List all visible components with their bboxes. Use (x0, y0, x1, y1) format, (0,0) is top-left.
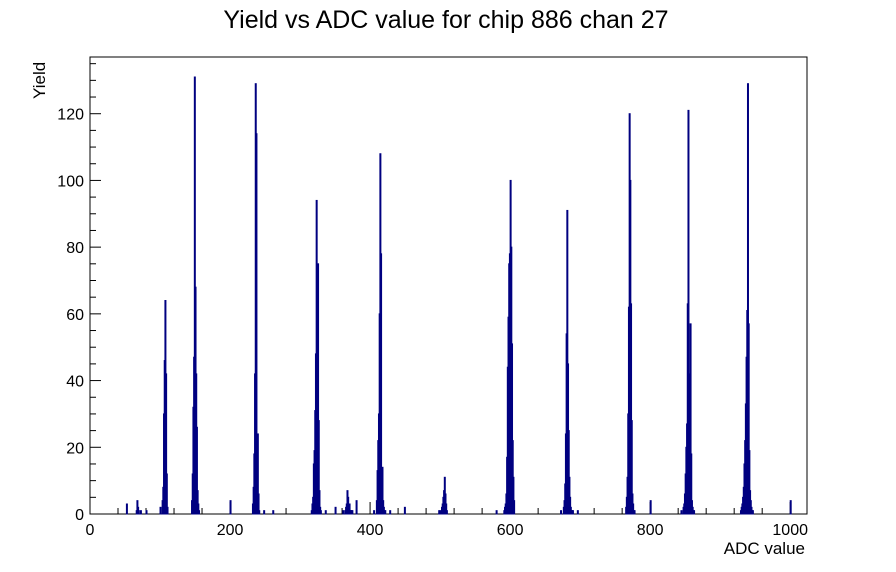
y-tick-label: 100 (57, 173, 84, 190)
histogram-bar (272, 510, 275, 515)
histogram-bar (342, 510, 345, 515)
histogram-bar (438, 510, 441, 515)
histogram-bars (125, 76, 792, 515)
histogram-bar (258, 510, 261, 515)
x-tick-label: 800 (637, 522, 664, 539)
x-axis-label: ADC value (724, 539, 805, 558)
y-tick-label: 0 (75, 507, 84, 524)
x-tick-label: 600 (497, 522, 524, 539)
histogram-bar (334, 506, 337, 515)
chart-title: Yield vs ADC value for chip 886 chan 27 (223, 6, 668, 34)
plot-frame (89, 56, 808, 515)
histogram-bar (633, 510, 636, 515)
histogram-bar (576, 510, 579, 515)
x-tick-label: 400 (357, 522, 384, 539)
histogram-bar (351, 510, 354, 515)
y-tick-label: 60 (66, 307, 84, 324)
histogram-bar (384, 510, 387, 515)
y-tick-label: 80 (66, 240, 84, 257)
histogram-bar (319, 510, 322, 515)
x-tick-label: 200 (217, 522, 244, 539)
histogram-bar (560, 510, 563, 515)
histogram-bar (445, 510, 448, 515)
histogram-bar (649, 500, 652, 515)
x-tick-label: 0 (86, 522, 95, 539)
histogram-bar (263, 510, 266, 515)
histogram-bar (680, 510, 683, 515)
plot-area-border (89, 56, 808, 515)
histogram-bar (403, 506, 406, 515)
histogram-bar (495, 510, 498, 515)
histogram-bar (380, 253, 383, 515)
axis-ticks: 0 20 40 60 80 100 120 0 200 400 600 800 1000 (57, 63, 808, 539)
y-axis-label: Yield (30, 62, 49, 99)
histogram-bar (166, 506, 169, 515)
histogram-bar (255, 133, 258, 515)
histogram-bar (693, 510, 696, 515)
x-tick-label: 1000 (772, 522, 808, 539)
histogram-bar (373, 510, 376, 515)
histogram-bar (355, 500, 358, 515)
histogram-bar (751, 510, 754, 515)
histogram-bar (229, 500, 232, 515)
histogram-bar (789, 500, 792, 515)
histogram-bar (139, 510, 142, 515)
histogram-bar (125, 503, 128, 515)
y-tick-label: 40 (66, 374, 84, 391)
histogram-bar (513, 500, 516, 515)
histogram-bar (198, 510, 201, 515)
histogram-bar (137, 510, 140, 515)
histogram-bar (159, 506, 162, 515)
histogram-bar (389, 510, 392, 515)
y-tick-label: 20 (66, 440, 84, 457)
y-tick-label: 120 (57, 107, 84, 124)
histogram-bar (324, 510, 327, 515)
histogram-bar (571, 510, 574, 515)
histogram-bar (145, 510, 148, 515)
histogram-bar (439, 510, 442, 515)
